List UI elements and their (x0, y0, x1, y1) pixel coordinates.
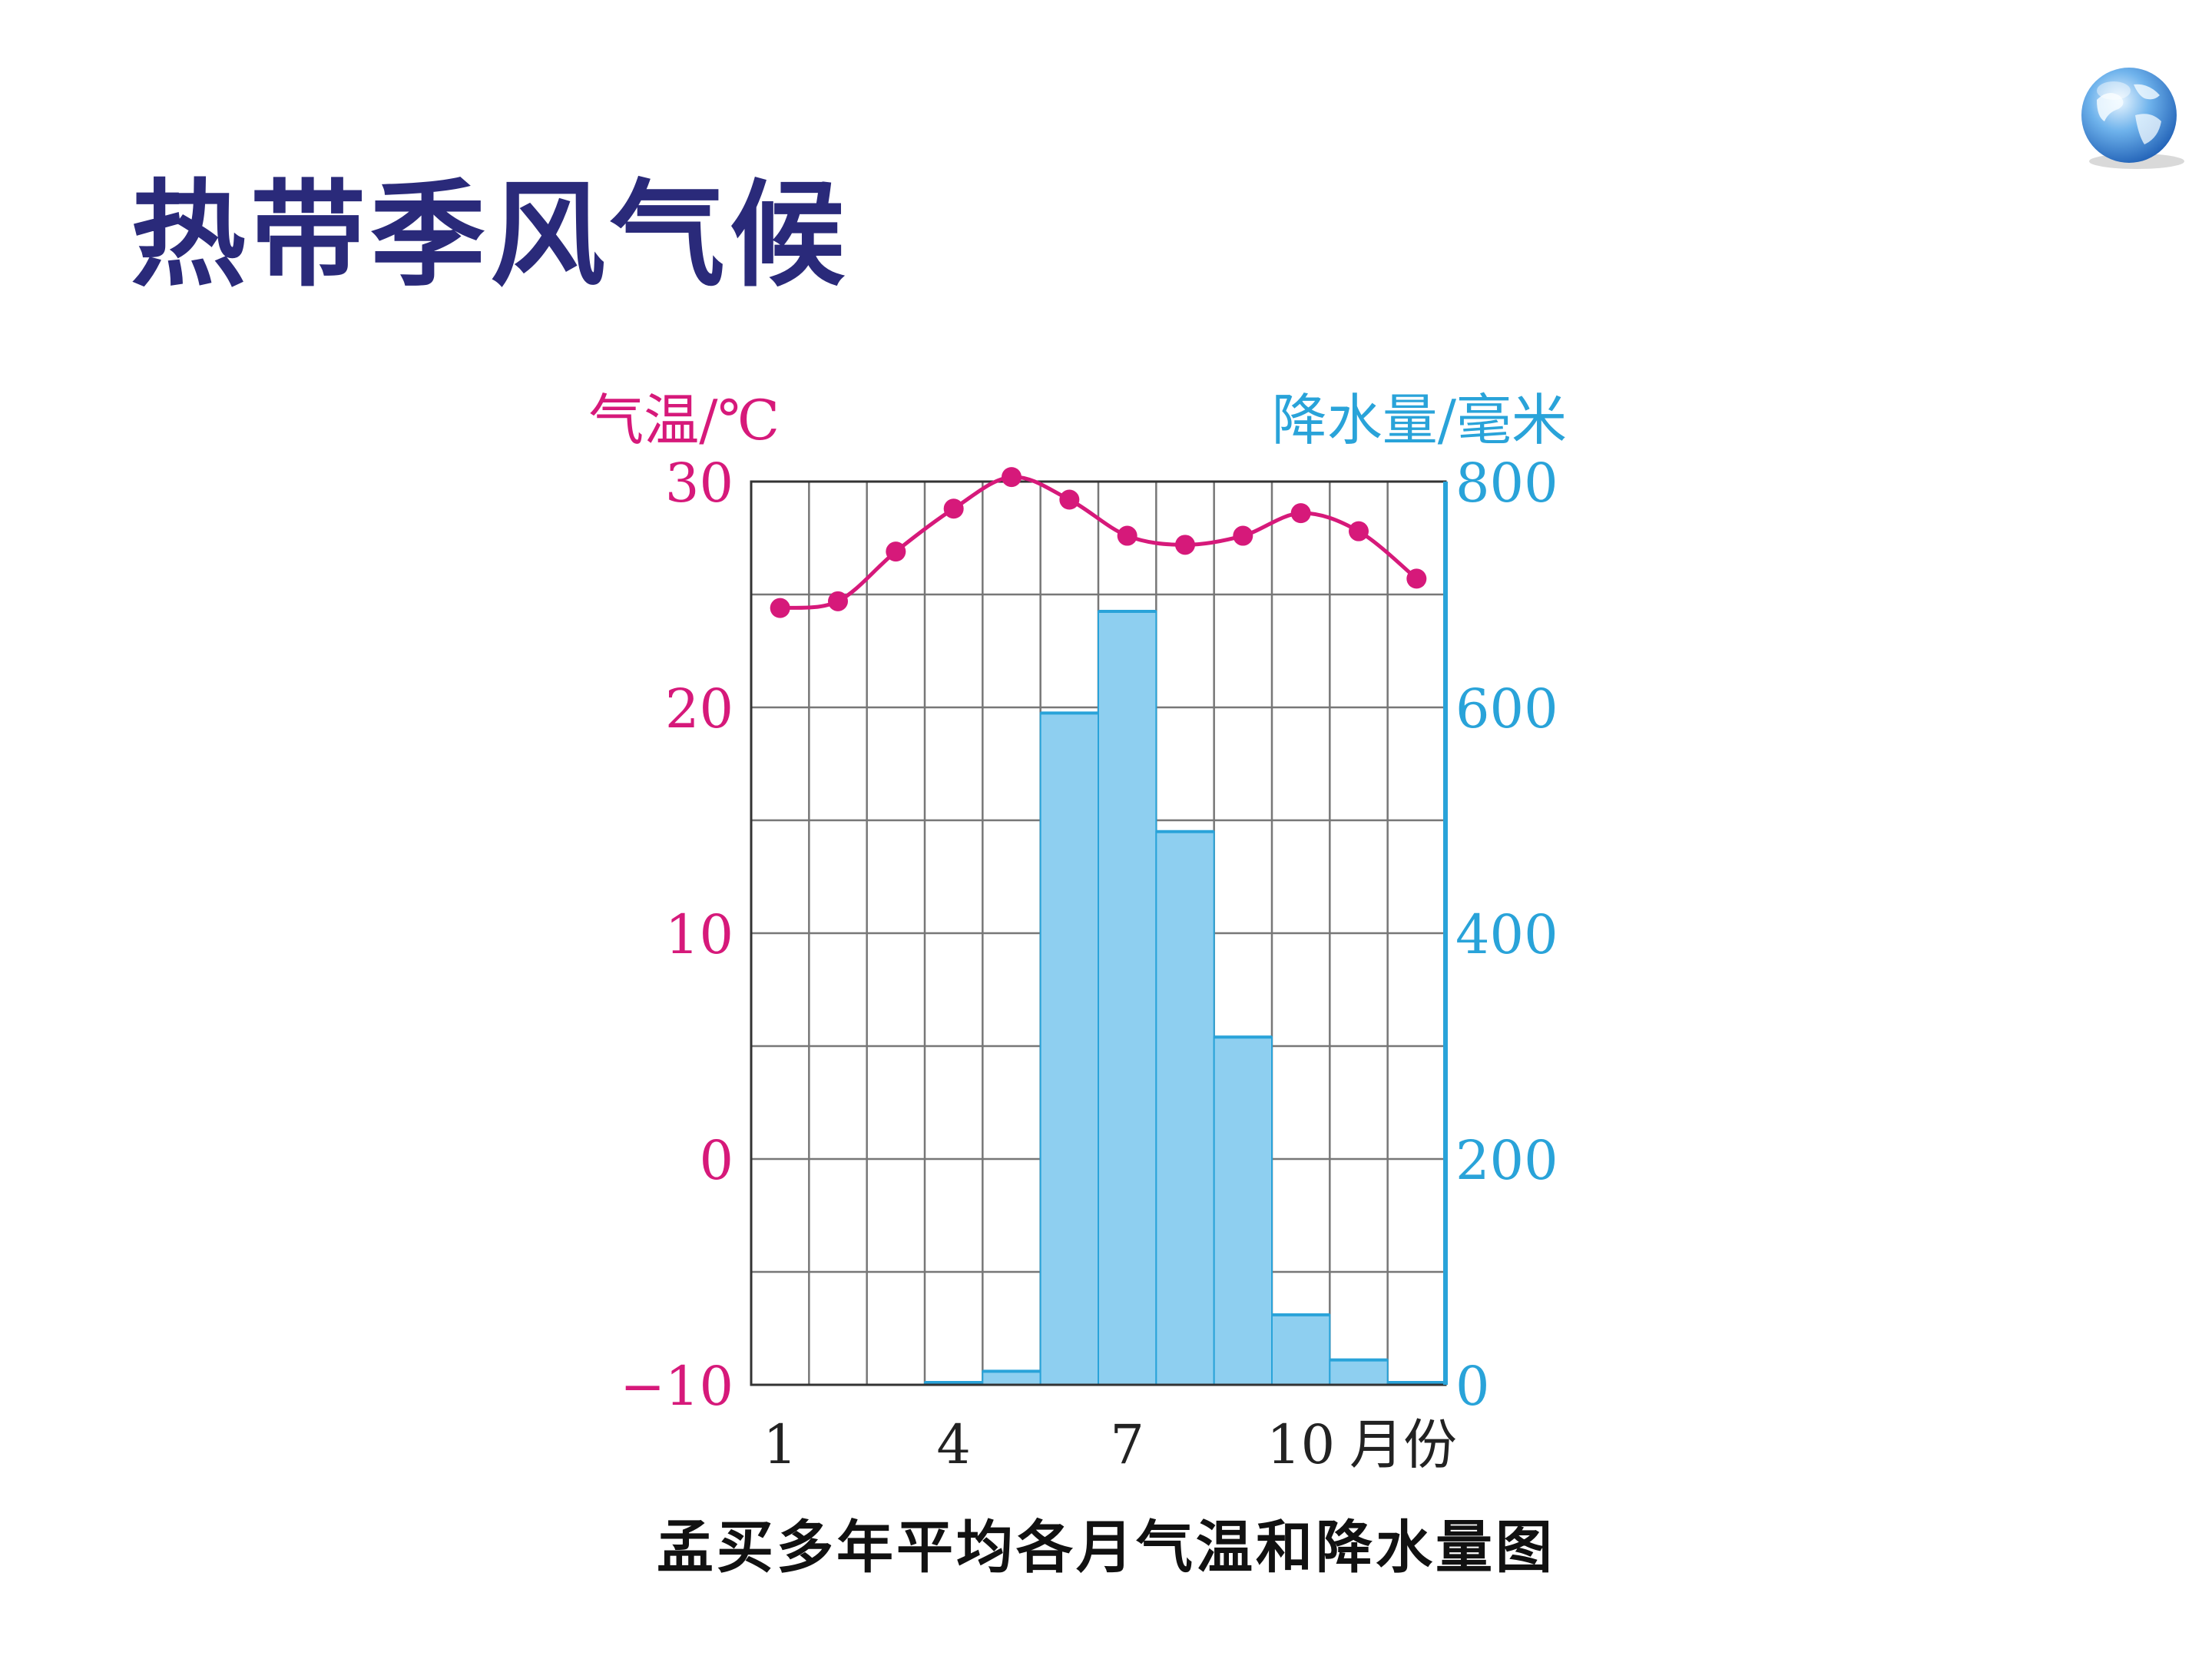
temperature-point (828, 591, 848, 611)
left-tick-label: 30 (665, 452, 733, 515)
left-tick-label: −10 (620, 1355, 733, 1418)
x-tick-label: 1 (763, 1413, 797, 1476)
temperature-point (1059, 489, 1080, 510)
precipitation-bar (1271, 1313, 1331, 1386)
precipitation-bar (1329, 1359, 1389, 1386)
left-tick-label: 0 (699, 1129, 733, 1192)
temperature-point (1290, 503, 1311, 524)
right-tick-label: 600 (1455, 677, 1558, 740)
temperature-point (770, 598, 790, 618)
left-tick-label: 20 (665, 677, 733, 740)
right-tick-label: 800 (1455, 452, 1558, 515)
left-axis-title: 气温/℃ (588, 388, 780, 452)
temperature-point (886, 541, 906, 562)
temperature-point (1349, 521, 1369, 541)
x-tick-label: 4 (936, 1413, 971, 1476)
slide-title: 热带季风气候 (131, 169, 850, 303)
precipitation-bar (1098, 611, 1157, 1386)
x-unit-label: 月份 (1349, 1413, 1457, 1476)
right-axis-title: 降水量/毫米 (1272, 388, 1567, 452)
precipitation-bar (1155, 830, 1215, 1386)
temperature-point (1117, 525, 1137, 546)
temperature-line (770, 467, 1427, 618)
plot-frame (750, 480, 1448, 1386)
temperature-point (1406, 568, 1427, 589)
chart-caption: 孟买多年平均各月气温和降水量图 (657, 1515, 1555, 1581)
globe-icon (2081, 68, 2184, 169)
temperature-point (1175, 535, 1195, 555)
x-tick-label: 10 (1267, 1413, 1335, 1476)
precipitation-bar (1213, 1036, 1273, 1386)
right-tick-label: 400 (1455, 903, 1558, 966)
temperature-point (1002, 467, 1022, 488)
x-tick-label: 7 (1110, 1413, 1144, 1476)
precipitation-bars (924, 610, 1446, 1386)
temperature-point (1233, 525, 1253, 546)
precipitation-bar (982, 1370, 1041, 1386)
left-tick-label: 10 (665, 903, 733, 966)
right-tick-label: 0 (1455, 1355, 1490, 1418)
temperature-point (943, 498, 964, 519)
precipitation-bar (1039, 712, 1099, 1386)
right-tick-label: 200 (1455, 1129, 1558, 1192)
